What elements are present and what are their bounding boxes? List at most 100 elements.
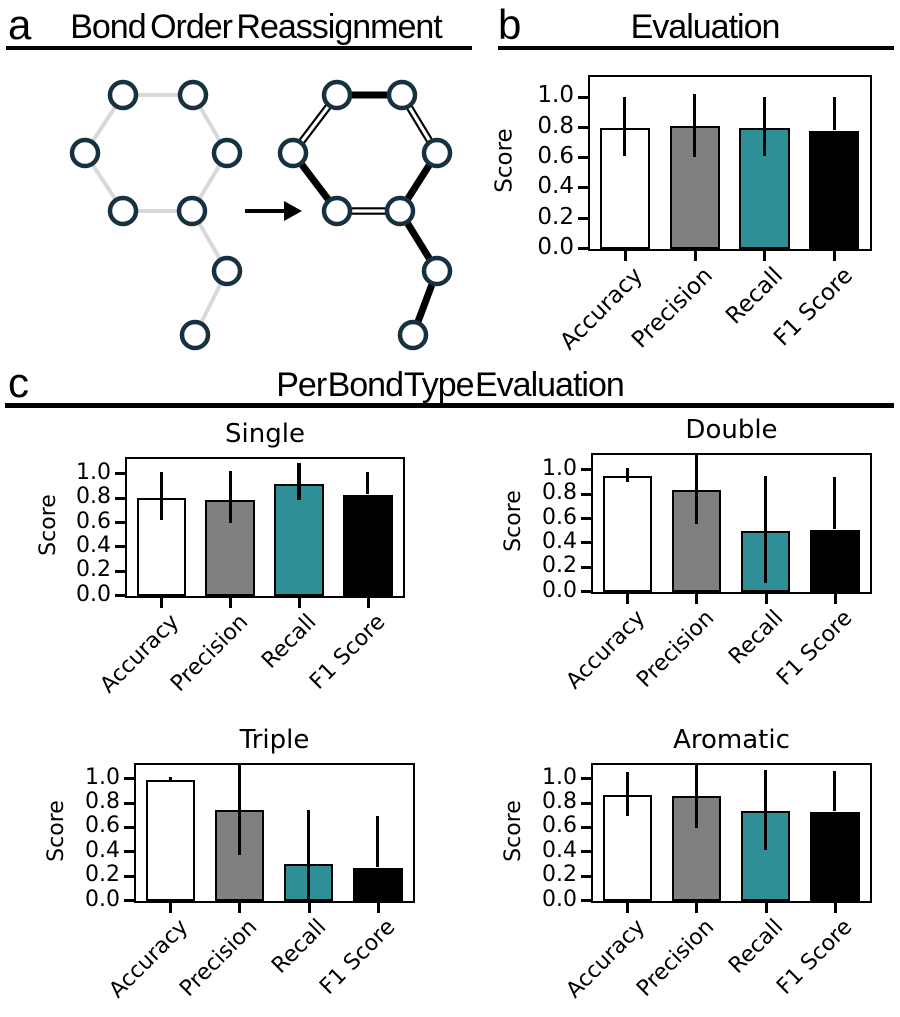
single-ytick-mark <box>115 521 125 525</box>
aromatic-ytick-mark <box>581 777 591 781</box>
triple-errorbar-accuracy <box>168 777 173 783</box>
evaluation-ytick-mark <box>578 216 588 220</box>
triple-xtick-label-accuracy: Accuracy <box>104 914 194 1004</box>
single-ytick-mark <box>115 569 125 573</box>
evaluation-ytick-label: 0.6 <box>537 143 574 170</box>
double-xtick-label-precision: Precision <box>632 605 720 693</box>
aromatic-xtick-label-accuracy: Accuracy <box>561 914 651 1004</box>
double-xtick-mark <box>695 594 699 604</box>
right-atom-node <box>321 195 353 227</box>
evaluation-xtick-mark <box>763 251 767 261</box>
triple-ytick-mark <box>124 826 134 830</box>
evaluation-ytick-mark <box>578 156 588 160</box>
double-xtick-label-f1-score: F1 Score <box>772 605 858 691</box>
evaluation-ytick-mark <box>578 247 588 251</box>
double-ytick-label: 0.6 <box>542 504 577 530</box>
single-plot-area <box>125 457 405 598</box>
aromatic-xtick-mark <box>626 903 630 913</box>
triple-xtick-label-f1-score: F1 Score <box>315 914 401 1000</box>
triple-errorbar-f1-score <box>376 816 380 868</box>
evaluation-ytick-mark <box>578 95 588 99</box>
double-xtick-label-accuracy: Accuracy <box>561 605 651 695</box>
triple-ytick-label: 0.0 <box>85 886 120 912</box>
double-ytick-mark <box>581 541 591 545</box>
right-atom-node <box>397 319 429 351</box>
double-xtick-mark <box>626 594 630 604</box>
panel-c-underline <box>5 403 894 408</box>
left-atom-node <box>69 137 101 169</box>
evaluation-ytick-mark <box>578 186 588 190</box>
double-bar-precision <box>671 489 722 592</box>
double-errorbar-f1-score <box>833 476 837 530</box>
single-errorbar-precision <box>228 471 232 524</box>
triple-xtick-mark <box>238 903 242 913</box>
triple-title: Triple <box>239 725 310 755</box>
evaluation-ytick-label: 0.8 <box>537 112 574 139</box>
single-errorbar-recall <box>297 462 301 501</box>
single-ytick-label: 0.0 <box>76 581 111 607</box>
aromatic-errorbar-recall <box>764 769 768 851</box>
triple-ytick-label: 0.8 <box>85 789 120 815</box>
left-atom-node <box>107 195 139 227</box>
single-xtick-label-f1-score: F1 Score <box>305 609 391 695</box>
double-ytick-mark <box>581 468 591 472</box>
evaluation-plot-area <box>588 75 872 251</box>
single-xtick-mark <box>366 598 370 608</box>
triple-plot-area <box>134 763 415 903</box>
aromatic-title: Aromatic <box>673 725 790 755</box>
aromatic-ytick-label: 0.4 <box>542 837 577 863</box>
panel-a-title: Bond Order Reassignment <box>70 8 443 46</box>
double-ytick-label: 0.4 <box>542 528 577 554</box>
single-ytick-mark <box>115 594 125 598</box>
left-atom-node <box>177 79 209 111</box>
aromatic-xtick-mark <box>764 903 768 913</box>
double-xtick-label-recall: Recall <box>724 605 789 670</box>
double-errorbar-recall <box>764 475 768 583</box>
aromatic-xtick-label-recall: Recall <box>724 914 789 979</box>
evaluation-xtick-mark <box>693 251 697 261</box>
panel-c-label: c <box>8 359 29 406</box>
double-xtick-mark <box>764 594 768 604</box>
evaluation-ylabel: Score <box>491 128 518 193</box>
right-atom-node <box>384 195 416 227</box>
aromatic-ytick-mark <box>581 850 591 854</box>
right-atom-node <box>277 137 309 169</box>
right-atom-node <box>421 255 453 287</box>
double-ytick-mark <box>581 492 591 496</box>
aromatic-bar-precision <box>671 796 722 901</box>
double-errorbar-accuracy <box>625 468 630 482</box>
single-ytick-label: 1.0 <box>76 459 111 485</box>
evaluation-ytick-label: 0.0 <box>537 233 574 260</box>
aromatic-bar-f1-score <box>809 812 860 901</box>
triple-ytick-label: 1.0 <box>85 764 120 790</box>
panel-a-underline <box>6 46 472 50</box>
double-xtick-mark <box>833 594 837 604</box>
panel-a-label: a <box>8 1 32 48</box>
single-bar-accuracy <box>136 497 187 596</box>
single-xtick-mark <box>297 598 301 608</box>
aromatic-ylabel: Score <box>501 799 526 862</box>
triple-bar-precision <box>214 809 265 901</box>
aromatic-xtick-mark <box>833 903 837 913</box>
triple-ylabel: Score <box>44 799 69 862</box>
triple-xtick-mark <box>307 903 311 913</box>
evaluation-bar-f1-score <box>809 130 860 249</box>
aromatic-ytick-mark <box>581 801 591 805</box>
aromatic-ytick-label: 0.0 <box>542 886 577 912</box>
left-atom-node <box>211 137 243 169</box>
evaluation-xtick-mark <box>623 251 627 261</box>
double-title: Double <box>685 415 778 445</box>
single-ytick-label: 0.8 <box>76 484 111 510</box>
aromatic-ytick-label: 1.0 <box>542 764 577 790</box>
double-ytick-label: 0.8 <box>542 480 577 506</box>
aromatic-xtick-label-f1-score: F1 Score <box>772 914 858 1000</box>
triple-errorbar-recall <box>307 810 311 901</box>
triple-xtick-label-precision: Precision <box>175 914 263 1002</box>
single-xtick-label-recall: Recall <box>257 609 322 674</box>
single-bar-f1-score <box>343 495 393 596</box>
triple-ytick-mark <box>124 899 134 903</box>
single-ytick-label: 0.6 <box>76 508 111 534</box>
panel-b-underline <box>498 46 894 50</box>
single-title: Single <box>225 419 305 449</box>
triple-ytick-label: 0.4 <box>85 837 120 863</box>
